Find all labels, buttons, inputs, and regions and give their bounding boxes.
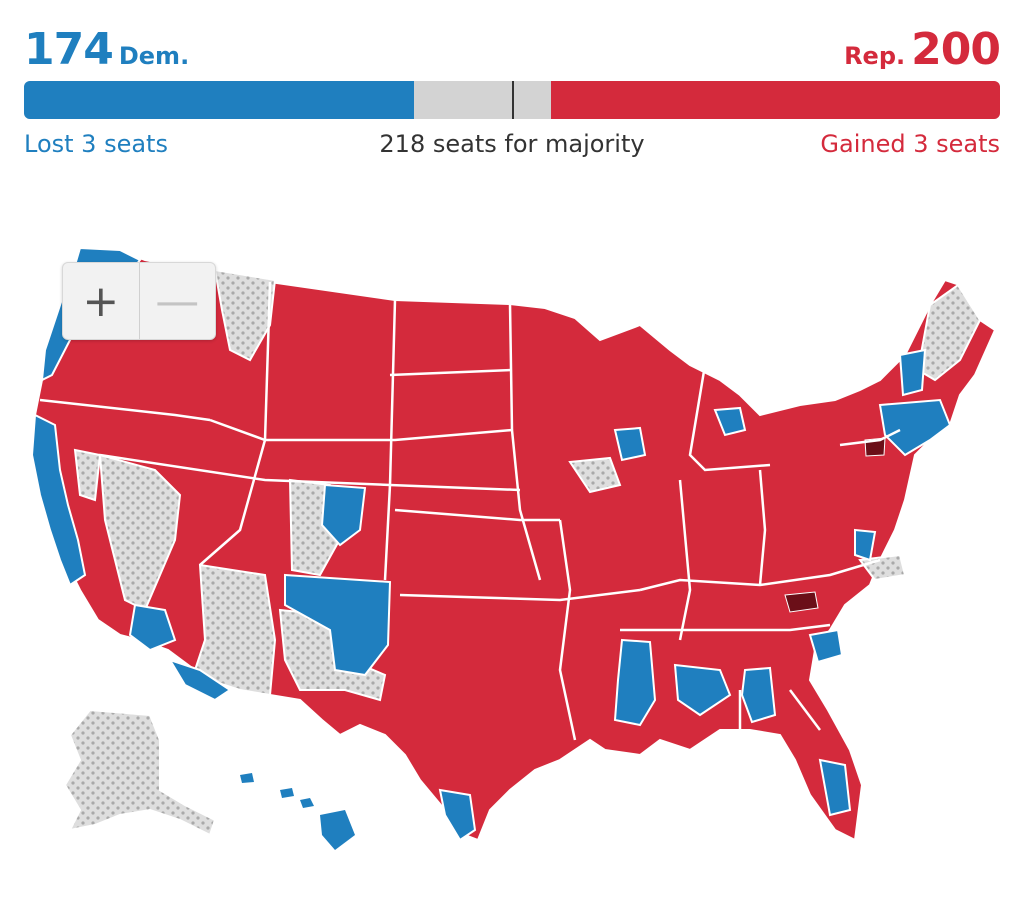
dem-vermont	[898, 348, 927, 397]
undecided-virginia	[858, 553, 907, 582]
dem-arizona-south	[167, 658, 232, 702]
alaska-shape	[63, 708, 217, 837]
undecided-arizona	[193, 563, 277, 697]
dem-california-coast	[30, 413, 87, 587]
zoom-out-button[interactable]: —	[140, 263, 216, 339]
majority-marker	[512, 81, 515, 119]
us-districts-map[interactable]	[0, 230, 1024, 902]
rep-bar-fill	[551, 81, 1000, 119]
dem-northeast	[878, 398, 952, 457]
undecided-illinois	[568, 456, 622, 494]
dem-count-label: Dem.	[118, 42, 190, 70]
dem-michigan	[713, 406, 747, 437]
rep-seat-change: Gained 3 seats	[820, 130, 1000, 158]
undecided-idaho-north	[213, 268, 277, 362]
zoom-in-icon: +	[82, 275, 120, 327]
dem-colorado	[320, 483, 367, 547]
dem-seat-count: 174 Dem.	[24, 24, 189, 75]
hawaii-islands	[240, 773, 355, 850]
seat-change-row: Lost 3 seats 218 seats for majority Gain…	[24, 130, 1000, 160]
zoom-controls: + —	[62, 262, 216, 340]
seat-balance-bar	[24, 81, 1000, 119]
dem-florida	[818, 758, 852, 817]
dem-alabama-tennessee	[673, 663, 732, 717]
dem-count-number: 174	[24, 24, 114, 75]
seat-count-header: 174 Dem. Rep. 200	[24, 18, 1001, 78]
dem-virginia-north	[854, 528, 877, 562]
rep-count-label: Rep.	[844, 42, 906, 70]
dem-new-mexico	[284, 573, 392, 677]
state-borders	[39, 281, 901, 741]
rep-seat-count: Rep. 200	[844, 24, 1001, 75]
undecided-nevada	[98, 453, 182, 612]
dem-north-carolina	[808, 628, 844, 664]
district-map[interactable]	[0, 230, 1024, 902]
dem-seat-change: Lost 3 seats	[24, 130, 168, 158]
highlight-virginia	[784, 591, 819, 613]
dem-mississippi	[613, 638, 657, 727]
rep-count-number: 200	[911, 24, 1001, 75]
dem-georgia	[740, 666, 777, 724]
dem-bar-fill	[24, 81, 415, 119]
majority-label: 218 seats for majority	[379, 130, 645, 158]
dem-los-angeles	[128, 603, 177, 652]
dem-chicago	[613, 426, 647, 462]
undecided-oregon-coast	[73, 448, 102, 502]
dem-texas-south	[438, 788, 477, 842]
zoom-out-icon: —	[155, 275, 200, 327]
zoom-in-button[interactable]: +	[63, 263, 140, 339]
